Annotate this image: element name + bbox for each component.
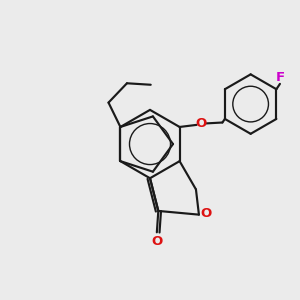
Text: F: F xyxy=(275,71,284,84)
Text: O: O xyxy=(195,118,207,130)
Text: O: O xyxy=(151,235,163,248)
Text: O: O xyxy=(201,207,212,220)
